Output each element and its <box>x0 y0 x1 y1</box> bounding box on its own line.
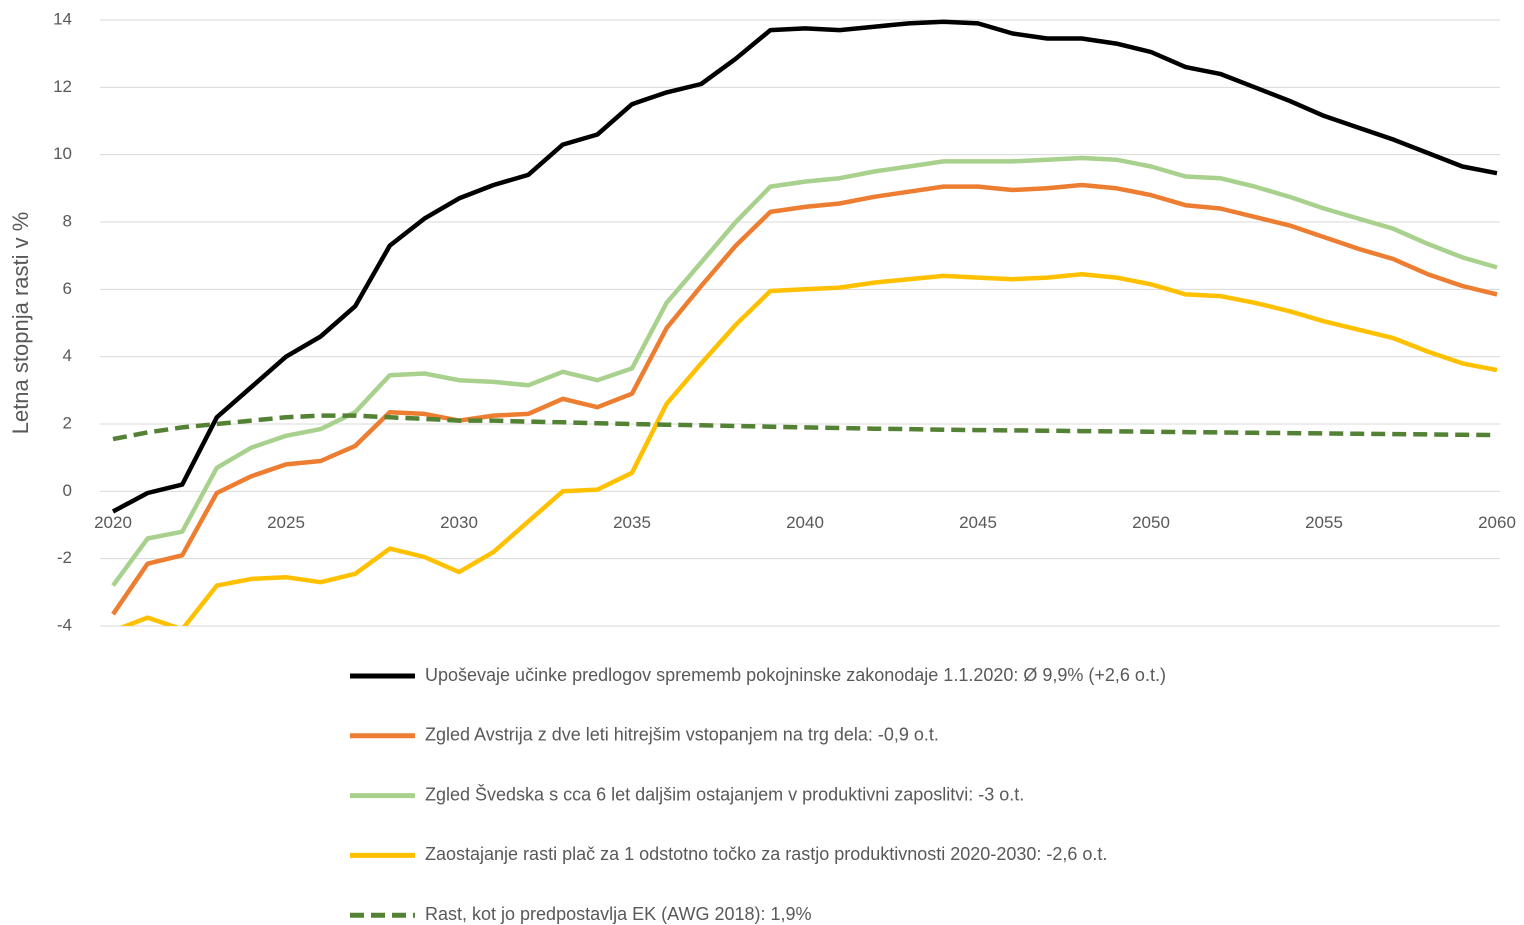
y-tick-label: 0 <box>63 481 72 500</box>
legend-label: Zgled Švedska s cca 6 let daljšim ostaja… <box>425 783 1024 804</box>
series-line <box>111 182 1498 616</box>
legend: Upoševaje učinke predlogov sprememb poko… <box>350 665 1166 924</box>
legend-label: Zgled Avstrija z dve leti hitrejšim vsto… <box>425 725 939 745</box>
grid <box>100 19 1500 627</box>
x-tick-label: 2025 <box>267 513 305 532</box>
legend-label: Upoševaje učinke predlogov sprememb poko… <box>425 665 1166 685</box>
x-tick-label: 2050 <box>1132 513 1170 532</box>
y-tick-label: 2 <box>63 413 72 432</box>
x-tick-label: 2030 <box>440 513 478 532</box>
y-tick-label: 12 <box>53 77 72 96</box>
legend-label: Zaostajanje rasti plač za 1 odstotno toč… <box>425 844 1107 864</box>
x-tick-label: 2020 <box>94 513 132 532</box>
series-line <box>119 271 1498 626</box>
y-tick-label: 4 <box>63 346 72 365</box>
legend-label: Rast, kot jo predpostavlja EK (AWG 2018)… <box>425 904 812 924</box>
series-line <box>112 413 1498 442</box>
y-tick-label: -2 <box>57 548 72 567</box>
plot-area <box>111 19 1498 626</box>
x-tick-label: 2060 <box>1478 513 1516 532</box>
y-tick-label: 8 <box>63 211 72 230</box>
x-tick-label: 2040 <box>786 513 824 532</box>
x-tick-label: 2035 <box>613 513 651 532</box>
x-tick-label: 2045 <box>959 513 997 532</box>
x-tick-label: 2055 <box>1305 513 1343 532</box>
y-tick-label: -4 <box>57 615 72 634</box>
series-line <box>111 19 1498 514</box>
tick-labels: -4 -2 0 2 4 6 8 10 12 14 2020 2025 2030 2035 2040 2045 2… <box>53 9 1516 634</box>
y-axis-title: Letna stopnja rasti v % <box>8 212 33 435</box>
y-tick-label: 6 <box>63 279 72 298</box>
y-tick-label: 14 <box>53 9 72 28</box>
y-tick-label: 10 <box>53 144 72 163</box>
